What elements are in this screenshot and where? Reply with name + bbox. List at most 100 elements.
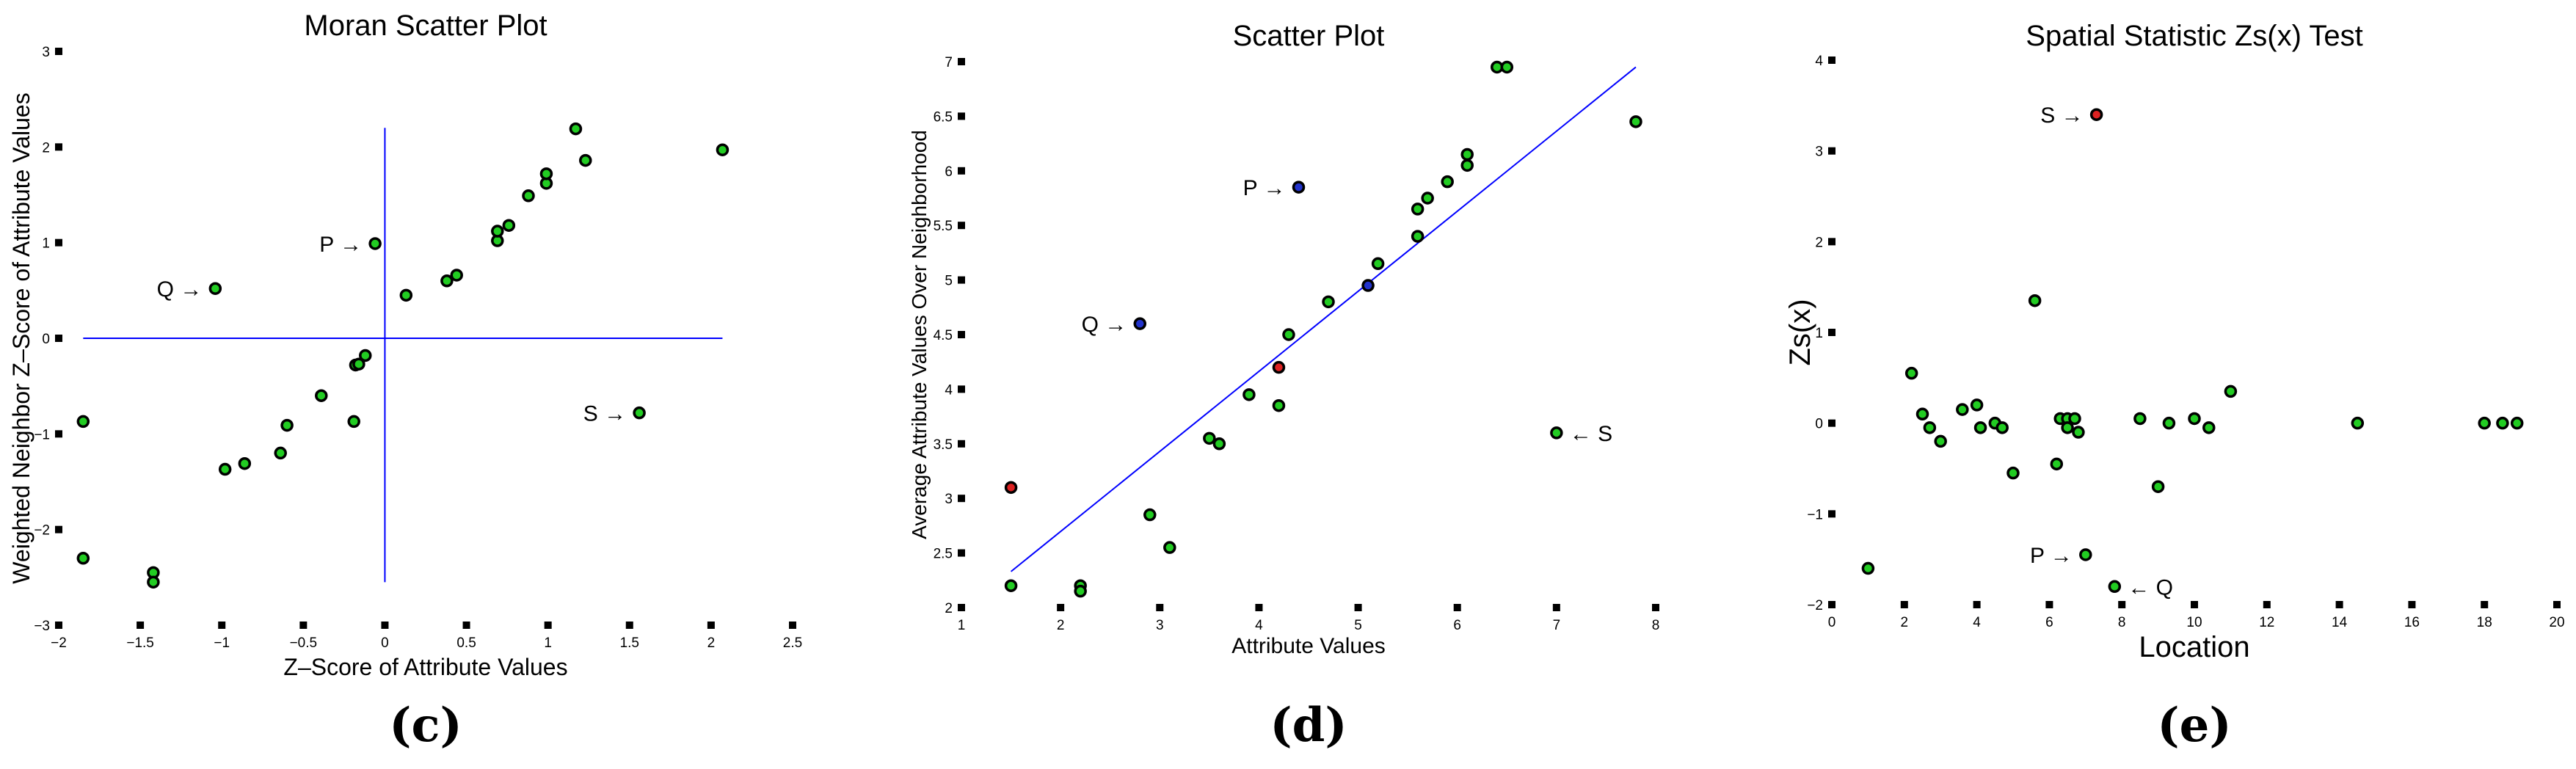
data-point [2079, 548, 2092, 561]
x-tick-mark [1255, 604, 1263, 611]
zs-test-panel: Spatial Statistic Zs(x) Test Location Zs(x… [1784, 20, 2565, 753]
y-tick-mark [958, 604, 965, 611]
x-tick-mark [1900, 601, 1908, 608]
x-tick-label: 2.5 [783, 635, 802, 651]
data-point [2108, 580, 2122, 594]
data-point [280, 418, 294, 432]
y-tick-label: −2 [34, 523, 50, 539]
x-tick-mark [789, 622, 796, 629]
data-point [2072, 426, 2085, 439]
y-axis-label: Average Attribute Values Over Neighborho… [908, 130, 931, 539]
x-tick-mark [1973, 601, 1981, 608]
x-tick-label: 16 [2404, 615, 2420, 630]
data-point [1322, 295, 1335, 309]
x-tick-label: −1 [214, 635, 230, 651]
x-tick-mark [2481, 601, 2489, 608]
x-tick-mark [462, 622, 470, 629]
chart-title: Scatter Plot [1233, 20, 1385, 52]
data-point [76, 415, 90, 429]
x-tick-mark [2335, 601, 2343, 608]
y-tick-mark [958, 222, 965, 230]
data-point [2068, 412, 2081, 426]
regression-line [1010, 66, 1637, 572]
data-point [491, 225, 504, 238]
data-point [1371, 257, 1385, 271]
data-point [208, 282, 222, 295]
data-point [1460, 158, 1474, 172]
x-tick-mark [381, 622, 389, 629]
y-tick-mark [55, 525, 62, 533]
x-tick-mark [625, 622, 633, 629]
point-annotation: P → [1243, 176, 1286, 200]
x-tick-label: 3 [1156, 618, 1164, 633]
x-tick-label: 1.5 [620, 635, 639, 651]
x-tick-label: 2 [707, 635, 716, 651]
data-point [2006, 466, 2020, 480]
data-point [147, 575, 160, 589]
data-point [579, 153, 592, 167]
x-tick-mark [1453, 604, 1461, 611]
data-point [1956, 403, 1969, 416]
data-point [2151, 480, 2165, 493]
x-tick-mark [2408, 601, 2416, 608]
x-tick-label: 14 [2332, 615, 2348, 630]
y-tick-mark [958, 440, 965, 448]
y-tick-label: −3 [34, 619, 50, 634]
y-tick-label: 1 [42, 236, 50, 252]
data-point [218, 462, 232, 476]
y-axis-label: Zs(x) [1784, 299, 1816, 365]
data-point [1282, 328, 1295, 341]
point-annotation: P → [2030, 544, 2073, 568]
data-point [1500, 60, 1514, 74]
y-tick-mark [55, 48, 62, 55]
point-annotation: ← S [1570, 422, 1612, 446]
x-tick-mark [2118, 601, 2126, 608]
y-tick-mark [958, 385, 965, 393]
data-point [1361, 279, 1375, 292]
data-point [359, 349, 372, 362]
y-tick-mark [958, 495, 965, 503]
y-tick-mark [1828, 601, 1835, 608]
y-tick-label: 5.5 [934, 219, 953, 234]
x-tick-label: 0 [381, 635, 389, 651]
y-tick-mark [1828, 147, 1835, 155]
data-point [1934, 434, 1947, 448]
data-point [2202, 421, 2216, 434]
data-point [1242, 388, 1256, 401]
data-point [1411, 230, 1425, 243]
x-tick-label: 10 [2186, 615, 2202, 630]
data-point [76, 552, 90, 565]
data-point [1629, 115, 1642, 128]
x-tick-label: −2 [51, 635, 67, 651]
y-tick-mark [55, 238, 62, 247]
data-point [1411, 203, 1425, 216]
y-tick-label: 0 [42, 332, 50, 347]
data-point [2510, 416, 2524, 430]
data-point [539, 167, 553, 181]
point-annotation: S → [583, 402, 626, 426]
data-point [2162, 416, 2176, 430]
y-tick-mark [55, 335, 62, 342]
data-point [1460, 147, 1474, 161]
data-point [238, 456, 252, 470]
chart-title: Moran Scatter Plot [304, 10, 547, 42]
data-point [2188, 412, 2201, 426]
y-tick-label: 1 [1815, 326, 1823, 341]
data-point [1074, 584, 1087, 598]
x-tick-mark [1156, 604, 1164, 611]
data-point [633, 406, 646, 420]
x-tick-label: 0 [1828, 615, 1836, 630]
data-point [1995, 421, 2009, 434]
x-tick-label: 4 [1255, 618, 1263, 633]
data-point [1973, 421, 1987, 434]
x-axis-label: Attribute Values [1231, 634, 1386, 658]
x-tick-label: −0.5 [290, 635, 318, 651]
point-annotation: ← Q [2128, 575, 2173, 599]
y-tick-mark [958, 331, 965, 338]
y-tick-mark [958, 167, 965, 175]
y-tick-mark [1828, 57, 1835, 64]
data-point [2089, 108, 2103, 121]
data-point [1421, 192, 1434, 205]
y-tick-mark [958, 112, 965, 120]
y-tick-mark [55, 622, 62, 629]
